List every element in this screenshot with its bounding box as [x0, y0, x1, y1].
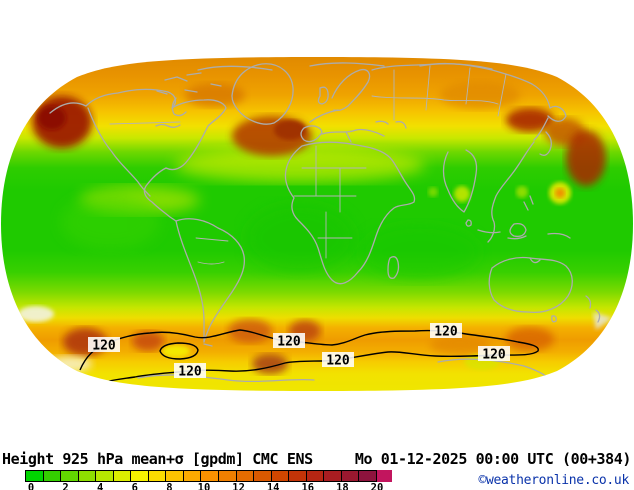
map-field [1, 57, 633, 391]
coast-africa [284, 141, 416, 285]
north-sigma-maxima [32, 81, 606, 186]
contour-label: 120 [430, 323, 462, 340]
colorbar-cell [43, 471, 62, 481]
svg-text:120: 120 [178, 365, 202, 380]
svg-text:120: 120 [326, 354, 350, 369]
svg-text:120: 120 [482, 348, 506, 363]
colorbar-cell [236, 471, 255, 481]
colorbar-cell [289, 471, 307, 481]
colorbar [25, 470, 377, 482]
colorbar-cell [148, 471, 167, 481]
contour-label: 120 [174, 363, 206, 380]
copyright: ©weatheronline.co.uk [478, 473, 629, 488]
contour-label: 120 [88, 337, 120, 354]
colorbar-cell [201, 471, 220, 481]
coast-greenland [231, 63, 294, 125]
colorbar-cell [306, 471, 325, 481]
colorbar-tick-label: 0 [27, 482, 35, 490]
coast-new-zealand [585, 295, 601, 323]
colorbar-tick-label: 16 [301, 482, 315, 490]
colorbar-overflow-cell [377, 470, 392, 482]
colorbar-cell [166, 471, 184, 481]
contour-line-120 [79, 329, 539, 384]
tropical-sigma-spots [428, 182, 571, 204]
colorbar-cell [183, 471, 202, 481]
coast-south-america [175, 218, 246, 343]
contour-closed-120 [159, 342, 199, 360]
colorbar-cell [219, 471, 237, 481]
coast-europe [317, 86, 329, 105]
contour-label: 120 [478, 346, 510, 363]
colorbar-tick-label: 4 [97, 482, 104, 490]
colorbar-tick-label: 8 [166, 482, 173, 490]
contour-labels: 120 120 120 120 120 120 [88, 323, 510, 380]
colorbar-cell [61, 471, 79, 481]
colorbar-tick-label: 20 [370, 482, 384, 490]
chart-title: Height 925 hPa mean+σ [gpdm] CMC ENS [2, 450, 313, 468]
contour-label: 120 [322, 352, 354, 369]
colorbar-cell [341, 471, 360, 481]
colorbar-cell [78, 471, 97, 481]
colorbar-tick-label: 14 [266, 482, 280, 490]
colorbar-cell [96, 471, 114, 481]
colorbar-cell [113, 471, 132, 481]
coast-asia [371, 62, 567, 122]
colorbar-tick-label: 10 [197, 482, 211, 490]
colorbar-cell [26, 471, 44, 481]
colorbar-cell [254, 471, 272, 481]
svg-text:120: 120 [92, 339, 116, 354]
contour-label: 120 [273, 333, 305, 350]
colorbar-cell [271, 471, 290, 481]
valid-time: Mo 01-12-2025 00:00 UTC (00+384) [354, 450, 632, 468]
coast-north-america [49, 88, 227, 222]
colorbar-cell [131, 471, 149, 481]
coastlines [49, 62, 601, 383]
colorbar-cell [324, 471, 342, 481]
colorbar-tick-label: 18 [336, 482, 349, 490]
world-map: 120 120 120 120 120 120 [1, 57, 633, 391]
svg-text:120: 120 [277, 335, 301, 350]
colorbar-tick-label: 12 [232, 482, 245, 490]
colorbar-cell [359, 471, 376, 481]
contour-lines [79, 329, 539, 384]
svg-text:120: 120 [434, 325, 458, 340]
coast-antarctica [137, 358, 549, 383]
colorbar-tick-label: 2 [62, 482, 69, 490]
field-patches [60, 148, 480, 280]
colorbar-tick-label: 6 [131, 482, 138, 490]
